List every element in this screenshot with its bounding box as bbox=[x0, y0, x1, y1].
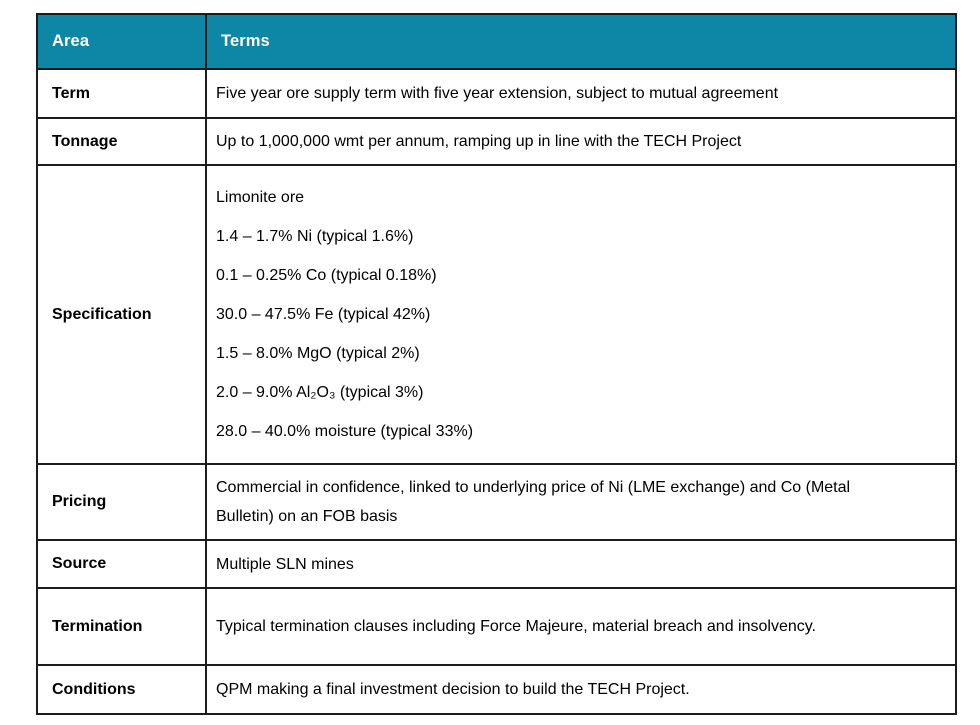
terms-cell: Limonite ore 1.4 – 1.7% Ni (typical 1.6%… bbox=[205, 164, 957, 465]
area-cell: Specification bbox=[36, 164, 207, 465]
terms-cell: QPM making a final investment decision t… bbox=[205, 664, 957, 715]
terms-line: Multiple SLN mines bbox=[216, 555, 354, 573]
terms-line: 30.0 – 47.5% Fe (typical 42%) bbox=[216, 306, 431, 323]
table-row-source: Source Multiple SLN mines bbox=[36, 539, 957, 589]
terms-line: 28.0 – 40.0% moisture (typical 33%) bbox=[216, 423, 474, 440]
terms-line: Typical termination clauses including Fo… bbox=[216, 618, 816, 635]
terms-cell: Up to 1,000,000 wmt per annum, ramping u… bbox=[205, 117, 957, 166]
area-cell: Tonnage bbox=[36, 117, 207, 166]
terms-line: 0.1 – 0.25% Co (typical 0.18%) bbox=[216, 267, 437, 284]
terms-line: Limonite ore bbox=[216, 189, 305, 206]
area-cell: Source bbox=[36, 539, 207, 589]
terms-line: 1.5 – 8.0% MgO (typical 2%) bbox=[216, 345, 420, 362]
terms-line: Up to 1,000,000 wmt per annum, ramping u… bbox=[216, 133, 742, 150]
terms-line: 2.0 – 9.0% Al₂O₃ (typical 3%) bbox=[216, 384, 424, 401]
table-row-specification: Specification Limonite ore 1.4 – 1.7% Ni… bbox=[36, 164, 957, 465]
area-cell: Termination bbox=[36, 587, 207, 666]
column-header-area: Area bbox=[36, 13, 207, 70]
terms-line: QPM making a final investment decision t… bbox=[216, 681, 690, 698]
table-row-conditions: Conditions QPM making a final investment… bbox=[36, 664, 957, 715]
terms-line: Five year ore supply term with five year… bbox=[216, 85, 779, 102]
terms-line: 1.4 – 1.7% Ni (typical 1.6%) bbox=[216, 228, 414, 245]
area-cell: Conditions bbox=[36, 664, 207, 715]
table-row-tonnage: Tonnage Up to 1,000,000 wmt per annum, r… bbox=[36, 117, 957, 166]
terms-cell: Multiple SLN mines bbox=[205, 539, 957, 589]
table-row-pricing: Pricing Commercial in confidence, linked… bbox=[36, 463, 957, 541]
header-row: Area Terms bbox=[36, 13, 957, 70]
terms-line: Commercial in confidence, linked to unde… bbox=[216, 479, 851, 525]
area-cell: Pricing bbox=[36, 463, 207, 541]
supply-terms-table: Area Terms Term Five year ore supply ter… bbox=[36, 13, 957, 715]
table-row-termination: Termination Typical termination clauses … bbox=[36, 587, 957, 666]
terms-cell: Commercial in confidence, linked to unde… bbox=[205, 463, 957, 541]
column-header-terms: Terms bbox=[205, 13, 957, 70]
area-cell: Term bbox=[36, 68, 207, 119]
table-row-term: Term Five year ore supply term with five… bbox=[36, 68, 957, 119]
terms-cell: Five year ore supply term with five year… bbox=[205, 68, 957, 119]
terms-cell: Typical termination clauses including Fo… bbox=[205, 587, 957, 666]
